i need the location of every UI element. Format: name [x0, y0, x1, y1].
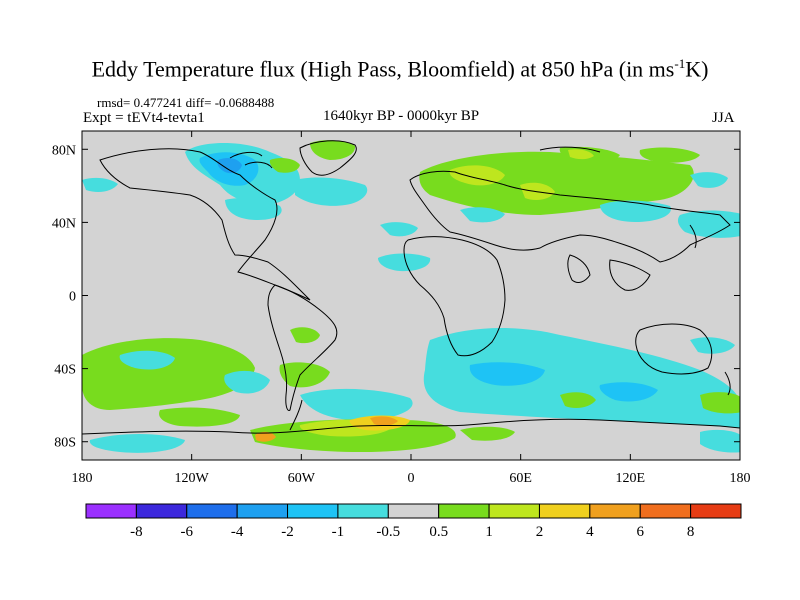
- lon-tick-label: 0: [408, 471, 415, 486]
- lon-tick-label: 120W: [175, 471, 210, 486]
- lon-tick-label: 60W: [288, 471, 316, 486]
- coast-australia: [635, 323, 713, 375]
- coast-japan: [689, 224, 697, 249]
- field-aleutian: [82, 177, 118, 192]
- coast-arctic-islands: [229, 146, 601, 169]
- colorbar-label: -1: [332, 524, 345, 540]
- field-eurasia-yellow: [449, 165, 505, 186]
- coast-africa: [403, 236, 506, 357]
- field-tasman-green: [700, 392, 740, 414]
- field-brazil-green: [290, 327, 320, 344]
- field-barents-yellow: [568, 149, 594, 160]
- coast-southeast-asia: [609, 259, 651, 291]
- field-southwest-atlantic: [300, 388, 413, 421]
- colorbar-swatch: [438, 503, 490, 519]
- title-end: K): [685, 56, 709, 82]
- field-tasman-cyan: [690, 337, 735, 354]
- colorbar-swatch: [135, 503, 188, 519]
- coast-europe: [409, 170, 731, 263]
- colorbar-label: 1: [485, 524, 493, 540]
- field-indian-green: [560, 392, 596, 408]
- coast-greenland: [299, 140, 357, 176]
- field-kara-green: [639, 147, 700, 163]
- colorbar-swatch: [387, 503, 440, 519]
- field-south-pacific-cyan: [119, 350, 175, 370]
- colorbar-label: -6: [181, 524, 194, 540]
- colorbar-label: -0.5: [376, 524, 400, 540]
- lon-tick-label: 120E: [616, 471, 646, 486]
- colorbar-label: 6: [636, 524, 644, 540]
- field-atlantic-patch: [225, 198, 282, 220]
- colorbar-swatch: [337, 503, 389, 519]
- field-okhotsk: [690, 172, 728, 188]
- coast-antarctica: [82, 418, 740, 435]
- field-subtropical-atlantic: [378, 253, 431, 272]
- lat-tick-label: 80S: [54, 436, 76, 451]
- period-label: 1640kyr BP - 0000kyr BP: [323, 108, 480, 124]
- lon-tick-label: 180: [72, 471, 93, 486]
- title-superscript: -1: [674, 56, 686, 71]
- field-canada-strong: [217, 157, 242, 174]
- field-ross-cyan: [700, 429, 740, 453]
- colorbar: -8 -6 -4 -2 -1 -0.5 0.5 1 2 4 6 8: [85, 503, 742, 540]
- colorbar-swatch: [690, 503, 742, 519]
- colorbar-label: 4: [586, 524, 594, 540]
- stats-text: rmsd= 0.477241 diff= -0.0688488: [97, 95, 275, 110]
- colorbar-label: -8: [130, 524, 143, 540]
- field-argentina-green: [279, 362, 330, 388]
- colorbar-swatch: [186, 503, 238, 519]
- colorbar-swatch: [85, 503, 137, 519]
- field-greenland-green: [310, 140, 356, 160]
- colorbar-label: -4: [231, 524, 244, 540]
- coastlines: [82, 140, 740, 435]
- lon-ticks: 180 120W 60W 0 60E 120E 180: [72, 131, 751, 486]
- field-antarctic-green-east: [460, 426, 515, 441]
- field-shading: [82, 140, 740, 453]
- field-bellingshausen-orange: [255, 431, 276, 442]
- field-chile-cyan: [224, 370, 270, 394]
- colorbar-label: 2: [536, 524, 544, 540]
- lon-tick-label: 180: [730, 471, 751, 486]
- field-weddell-deep: [370, 416, 398, 426]
- lat-tick-label: 0: [69, 290, 76, 305]
- field-europe-cyan: [460, 207, 505, 223]
- colorbar-swatch: [236, 503, 289, 519]
- field-atlantic-west: [380, 222, 418, 237]
- lat-tick-label: 80N: [52, 143, 76, 158]
- coast-new-zealand: [724, 371, 731, 396]
- season-label: JJA: [712, 110, 735, 126]
- lat-tick-label: 40N: [52, 216, 76, 231]
- field-indian-ocean-cyan: [423, 328, 740, 428]
- field-newfoundland-green: [269, 157, 300, 173]
- colorbar-swatch: [538, 503, 591, 519]
- field-south-pacific-green2: [159, 407, 240, 427]
- colorbar-swatch: [589, 503, 641, 519]
- colorbar-label: 8: [687, 524, 695, 540]
- lon-tick-label: 60E: [509, 471, 532, 486]
- experiment-label: Expt = tEVt4-tevta1: [83, 110, 205, 126]
- colorbar-swatch: [287, 503, 339, 519]
- colorbar-label: -2: [281, 524, 294, 540]
- lat-tick-label: 40S: [54, 363, 76, 378]
- colorbar-swatch: [639, 503, 692, 519]
- field-north-atlantic: [295, 177, 368, 206]
- field-indian-ocean-blue2: [599, 382, 658, 402]
- plot-title: Eddy Temperature flux (High Pass, Bloomf…: [0, 56, 800, 82]
- colorbar-swatch: [488, 503, 540, 519]
- field-indian-ocean-blue: [469, 362, 545, 386]
- field-amundsen-cyan: [89, 434, 185, 453]
- coast-antarctic-peninsula: [289, 399, 303, 431]
- coast-india: [567, 254, 591, 283]
- lat-ticks: 80N 40N 0 40S 80S: [52, 143, 740, 451]
- title-main: Eddy Temperature flux (High Pass, Bloomf…: [91, 56, 675, 82]
- coast-south-america: [267, 284, 338, 411]
- colorbar-label: 0.5: [429, 524, 448, 540]
